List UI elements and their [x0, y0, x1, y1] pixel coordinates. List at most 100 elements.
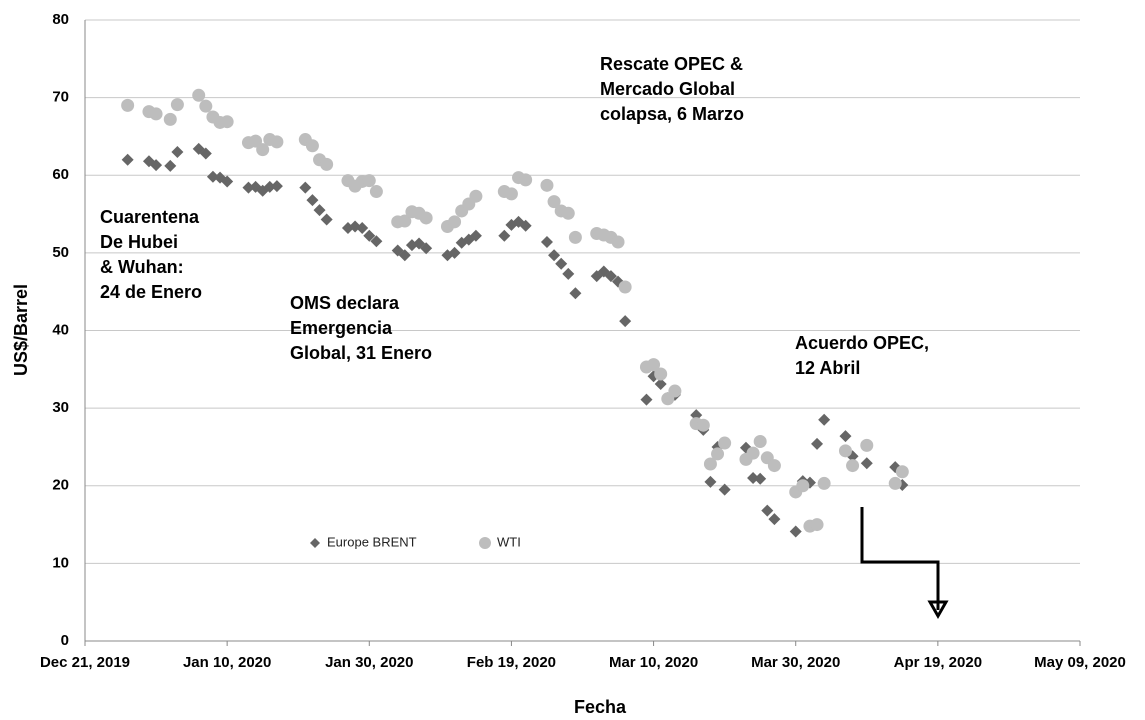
point	[270, 135, 284, 149]
y-tick-label: 40	[52, 321, 69, 338]
point	[888, 476, 902, 490]
point	[192, 88, 206, 102]
y-tick-label: 50	[52, 244, 69, 261]
point	[362, 174, 376, 188]
x-tick-label: Feb 19, 2020	[467, 654, 556, 671]
point	[199, 147, 212, 160]
point	[249, 180, 262, 193]
point	[320, 213, 333, 226]
annotation: Rescate OPEC &	[600, 54, 743, 74]
point	[448, 246, 461, 259]
point	[540, 178, 554, 192]
point	[548, 249, 561, 262]
annotation: Emergencia	[290, 318, 393, 338]
point	[498, 229, 511, 242]
point	[242, 181, 255, 194]
point	[149, 107, 163, 121]
x-tick-label: May 09, 2020	[1034, 654, 1126, 671]
point	[370, 235, 383, 248]
point	[419, 211, 433, 225]
point	[164, 159, 177, 172]
point	[469, 189, 483, 203]
point	[170, 98, 184, 112]
point	[647, 358, 661, 372]
point	[256, 143, 270, 157]
point	[768, 513, 781, 526]
x-tick-label: Jan 10, 2020	[183, 654, 271, 671]
y-tick-label: 20	[52, 477, 69, 494]
point	[618, 280, 632, 294]
point	[569, 287, 582, 300]
point	[221, 175, 234, 188]
point	[263, 180, 276, 193]
point	[547, 195, 561, 209]
point	[696, 418, 710, 432]
point	[604, 270, 617, 283]
point	[121, 153, 134, 166]
point	[839, 430, 852, 443]
point	[220, 115, 234, 129]
y-axis-title: US$/Barrel	[11, 284, 31, 376]
point	[391, 244, 404, 257]
point	[398, 249, 411, 262]
annotation: 24 de Enero	[100, 282, 202, 302]
point	[818, 413, 831, 426]
point	[562, 267, 575, 280]
point	[747, 471, 760, 484]
point	[611, 235, 625, 249]
point	[619, 315, 632, 328]
annotation: Cuarentena	[100, 207, 200, 227]
point	[711, 447, 725, 461]
point	[640, 393, 653, 406]
point	[270, 180, 283, 193]
arrow	[860, 507, 940, 610]
point	[163, 112, 177, 126]
legend-item: WTI	[479, 534, 521, 549]
point	[555, 257, 568, 270]
point	[519, 219, 532, 232]
x-tick-label: Apr 19, 2020	[894, 654, 982, 671]
point	[846, 459, 860, 473]
point	[299, 181, 312, 194]
point	[206, 170, 219, 183]
point	[540, 236, 553, 249]
point	[306, 194, 319, 207]
point	[420, 242, 433, 255]
y-tick-label: 30	[52, 399, 69, 416]
point	[561, 206, 575, 220]
legend-item: Europe BRENT	[310, 534, 417, 549]
point	[313, 204, 326, 217]
y-tick-label: 60	[52, 166, 69, 183]
point	[356, 222, 369, 235]
point	[668, 384, 682, 398]
annotation: De Hubei	[100, 232, 178, 252]
point	[199, 99, 213, 113]
point	[171, 145, 184, 158]
point	[704, 475, 717, 488]
point	[505, 218, 518, 231]
point	[718, 436, 732, 450]
point	[761, 504, 774, 517]
point	[895, 465, 909, 479]
arrow-head	[927, 600, 949, 620]
point	[150, 159, 163, 172]
y-tick-label: 10	[52, 554, 69, 571]
grid	[85, 19, 1080, 642]
point	[796, 479, 810, 493]
point	[860, 438, 874, 452]
point	[718, 483, 731, 496]
legend-swatch	[310, 538, 320, 548]
point	[811, 437, 824, 450]
point	[249, 134, 263, 148]
point	[860, 457, 873, 470]
annotation: Acuerdo OPEC,	[795, 333, 929, 353]
point	[703, 457, 717, 471]
point	[810, 518, 824, 532]
point	[746, 446, 760, 460]
legend-swatch	[479, 537, 491, 549]
y-tick-label: 0	[61, 632, 69, 649]
point	[469, 229, 482, 242]
legend-label: Europe BRENT	[327, 534, 417, 549]
annotation: Global, 31 Enero	[290, 343, 432, 363]
